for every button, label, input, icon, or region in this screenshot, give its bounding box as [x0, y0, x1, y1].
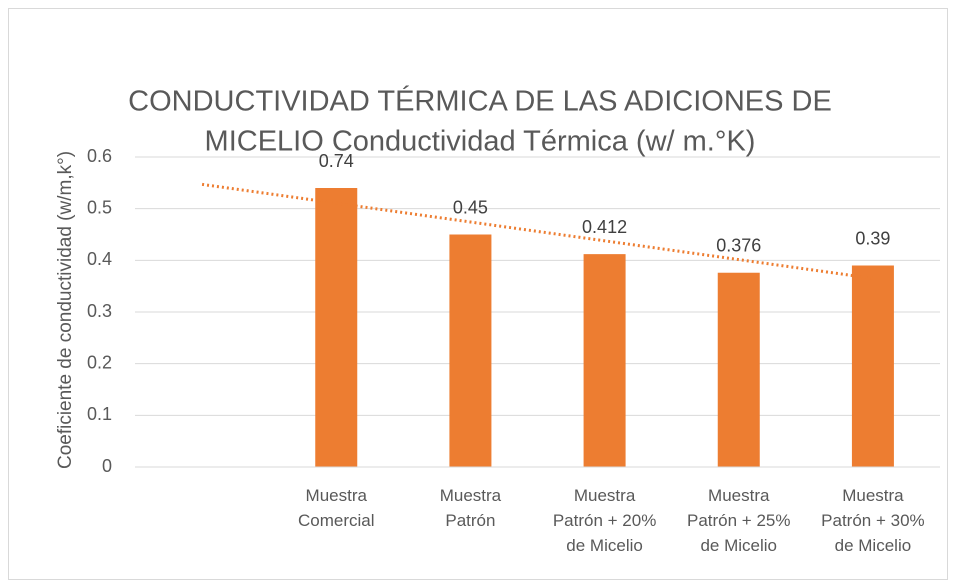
chart-title: MICELIO Conductividad Térmica (w/ m.°K): [205, 126, 756, 158]
bar: [449, 234, 492, 467]
data-label: 0.45: [453, 197, 488, 217]
data-label: 0.412: [582, 217, 627, 237]
data-label: 0.376: [716, 235, 761, 255]
chart-title: CONDUCTIVIDAD TÉRMICA DE LAS ADICIONES D…: [128, 85, 832, 118]
y-tick-label: 0.2: [87, 352, 112, 372]
y-tick-label: 0.3: [87, 301, 112, 321]
x-tick-label: Muestra Patrón + 30% de Micelio: [821, 486, 925, 555]
bar: [717, 272, 760, 467]
bar: [583, 254, 626, 467]
bar: [851, 265, 894, 467]
y-tick-label: 0.4: [87, 249, 112, 269]
x-tick-label: Muestra Comercial: [298, 486, 375, 530]
y-tick-label: 0: [102, 456, 112, 476]
x-tick-label: Muestra Patrón + 25% de Micelio: [687, 486, 791, 555]
y-axis-label: Coeficiente de conductividad (w/m,k°): [55, 151, 76, 469]
y-tick-label: 0.6: [87, 146, 112, 166]
bar: [315, 188, 358, 467]
data-label: 0.39: [855, 228, 890, 248]
x-tick-label: Muestra Patrón + 20% de Micelio: [553, 486, 657, 555]
x-tick-label: Muestra Patrón: [440, 486, 502, 530]
y-tick-label: 0.1: [87, 404, 112, 424]
y-tick-label: 0.5: [87, 197, 112, 217]
data-label: 0.74: [319, 151, 354, 171]
